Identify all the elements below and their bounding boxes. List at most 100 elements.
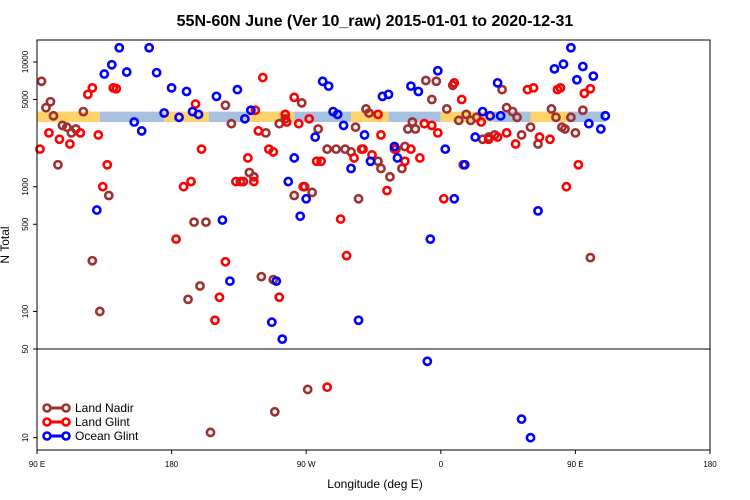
land-nadir-point bbox=[410, 124, 421, 134]
land-nadir-point bbox=[431, 76, 442, 87]
land-glint-point bbox=[178, 181, 189, 192]
land-glint-point bbox=[293, 118, 304, 129]
land-nadir-point bbox=[512, 112, 522, 123]
ocean-glint-point bbox=[159, 108, 170, 118]
x-axis-ticks: 90 E 180 90 W 0 90 E 180 bbox=[29, 450, 717, 469]
ocean-glint-point bbox=[338, 120, 349, 131]
ocean-glint-point bbox=[91, 205, 102, 215]
land-glint-point bbox=[196, 144, 207, 155]
ocean-glint-point bbox=[129, 117, 140, 127]
land-glint-point bbox=[561, 181, 572, 192]
ocean-glint-point bbox=[99, 69, 110, 79]
land-glint-point bbox=[298, 181, 309, 192]
land-glint-point bbox=[426, 120, 437, 131]
land-glint-point bbox=[438, 193, 449, 204]
y-tick-label: 500 bbox=[21, 217, 30, 231]
land-nadir-point bbox=[260, 127, 271, 138]
land-nadir-point bbox=[189, 217, 199, 228]
land-glint-point bbox=[253, 126, 264, 136]
y-tick-label: 5000 bbox=[21, 90, 30, 108]
ocean-glint-point bbox=[106, 59, 117, 70]
ocean-glint-point bbox=[405, 81, 416, 92]
ocean-glint-point bbox=[225, 276, 235, 287]
land-glint-point bbox=[82, 89, 93, 100]
y-axis-label: N Total bbox=[0, 226, 12, 263]
ocean-glint-point bbox=[392, 153, 403, 163]
land-nadir-point bbox=[461, 109, 472, 120]
y-tick-label: 1000 bbox=[21, 177, 30, 195]
land-nadir-point bbox=[45, 96, 56, 107]
ocean-glint-point bbox=[295, 211, 306, 222]
land-nadir-point bbox=[560, 124, 570, 134]
ocean-glint-point bbox=[470, 132, 481, 142]
land-nadir-point bbox=[420, 75, 431, 86]
land-glint-point bbox=[274, 292, 285, 303]
land-nadir-point bbox=[566, 112, 576, 123]
ocean-glint-point bbox=[413, 86, 424, 97]
land-glint-point bbox=[250, 105, 261, 116]
ocean-glint-point bbox=[558, 59, 569, 70]
land-nadir-point bbox=[497, 84, 508, 95]
land-glint-point bbox=[555, 82, 566, 93]
land-nadir-point bbox=[516, 130, 527, 140]
land-nadir-point bbox=[353, 193, 364, 204]
land-glint-point bbox=[400, 156, 410, 167]
land-glint-point bbox=[111, 83, 122, 94]
land-glint-point bbox=[449, 77, 460, 88]
ocean-glint-point bbox=[588, 71, 599, 82]
ocean-glint-point bbox=[495, 110, 506, 121]
land-glint-point bbox=[483, 134, 494, 145]
ocean-glint-point bbox=[271, 276, 282, 287]
ocean-glint-point bbox=[571, 74, 582, 85]
ocean-glint-point bbox=[440, 144, 451, 155]
land-nadir-point bbox=[94, 306, 105, 317]
ocean-glint-point bbox=[232, 84, 243, 95]
ocean-glint-point bbox=[389, 141, 400, 152]
land-nadir-point bbox=[507, 106, 518, 117]
land-nadir-point bbox=[62, 122, 72, 133]
land-glint-point bbox=[322, 382, 333, 393]
land-glint-point bbox=[304, 113, 315, 124]
land-nadir-point bbox=[546, 104, 557, 114]
ocean-glint-point bbox=[136, 126, 147, 136]
ocean-glint-point bbox=[595, 124, 606, 134]
x-tick-label: 0 bbox=[439, 460, 444, 469]
legend-marker-ocean-glint bbox=[42, 431, 52, 441]
lower-panel-frame bbox=[36, 348, 711, 451]
land-glint-point bbox=[432, 127, 443, 138]
ocean-glint-point bbox=[383, 89, 394, 100]
land-nadir-point bbox=[36, 76, 47, 87]
y-tick-label: 50 bbox=[21, 344, 30, 353]
land-nadir-point bbox=[78, 106, 89, 117]
land-nadir-point bbox=[350, 122, 361, 133]
land-glint-point bbox=[87, 82, 98, 93]
x-tick-label: 90 E bbox=[29, 460, 45, 469]
ocean-glint-point bbox=[181, 86, 192, 97]
land-glint-point bbox=[341, 250, 352, 261]
land-nadir-point bbox=[226, 118, 237, 129]
land-glint-point bbox=[248, 176, 259, 187]
band-segment bbox=[294, 111, 352, 123]
land-glint-point bbox=[476, 117, 487, 127]
band-segment bbox=[37, 111, 100, 123]
land-glint-point bbox=[382, 185, 392, 196]
band-segment bbox=[246, 111, 295, 123]
x-axis-label: Longitude (deg E) bbox=[327, 477, 422, 491]
land-nadir-point bbox=[289, 190, 300, 201]
land-nadir-point bbox=[269, 406, 280, 417]
land-glint-point bbox=[75, 127, 86, 138]
land-nadir-point bbox=[441, 104, 452, 114]
x-tick-label: 90 W bbox=[297, 460, 316, 469]
land-glint-point bbox=[349, 153, 359, 163]
land-glint-point bbox=[210, 315, 220, 326]
legend-marker-land-nadir bbox=[61, 403, 71, 413]
band-segment bbox=[567, 111, 606, 123]
land-glint-point bbox=[102, 159, 113, 170]
land-nadir-point bbox=[48, 110, 59, 121]
land-nadir-point bbox=[41, 102, 51, 113]
land-glint-point bbox=[281, 117, 292, 127]
ocean-glint-point bbox=[277, 334, 288, 345]
ocean-glint-point bbox=[211, 91, 222, 102]
ocean-glint-point bbox=[600, 110, 611, 121]
